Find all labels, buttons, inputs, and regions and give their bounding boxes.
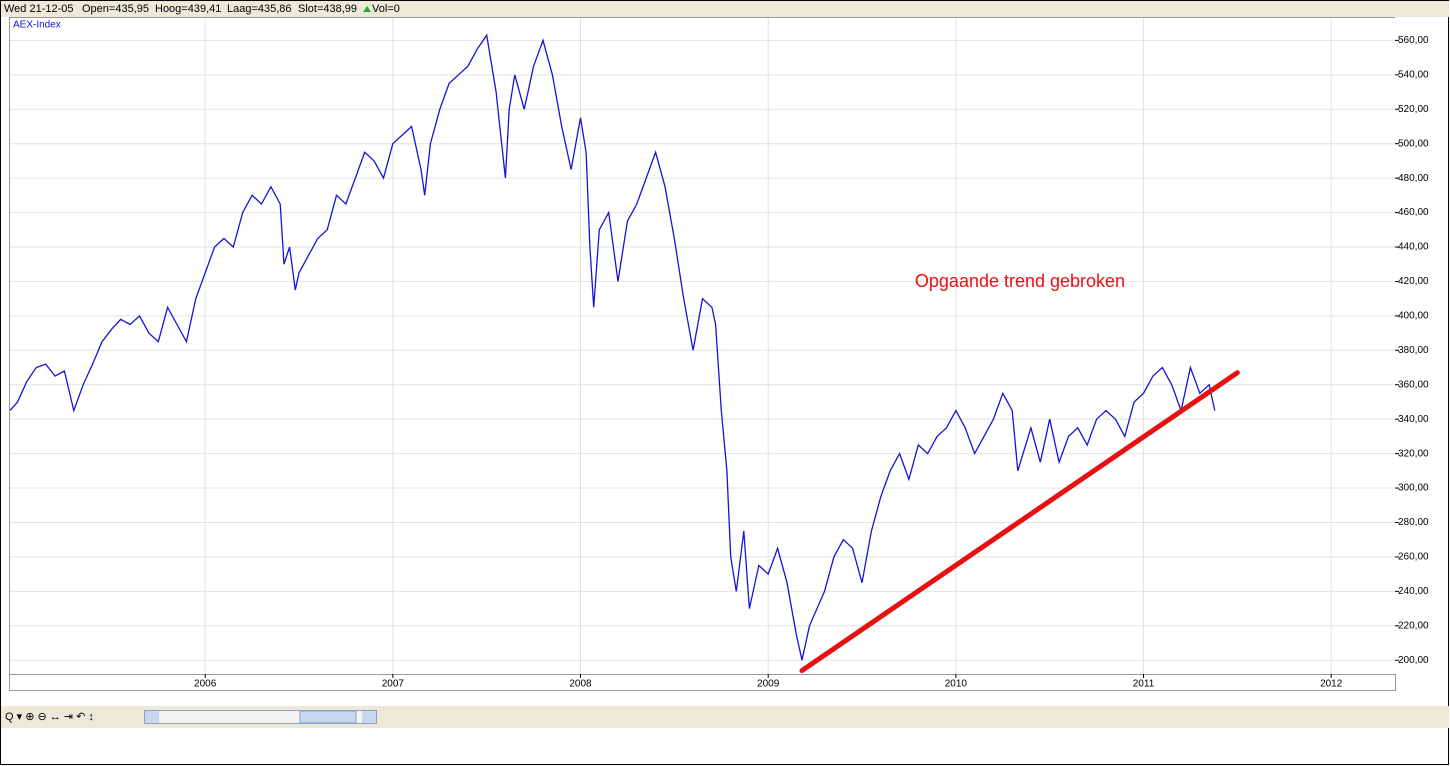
header-close: Slot=438,99	[298, 3, 357, 15]
header-low: Laag=435,86	[227, 3, 292, 15]
header-volume: Vol=0	[372, 3, 400, 15]
y-tick-label: 380,00	[1398, 345, 1429, 356]
y-tick-label: 400,00	[1398, 311, 1429, 322]
y-tick-label: 280,00	[1398, 517, 1429, 528]
plot-area	[9, 17, 1396, 675]
y-tick-label: 520,00	[1398, 104, 1429, 115]
scroll-thumb[interactable]	[299, 710, 357, 724]
y-tick-label: 200,00	[1398, 655, 1429, 666]
up-arrow	[363, 6, 371, 12]
x-tick-label: 2008	[569, 679, 592, 690]
x-tick-label: 2011	[1133, 679, 1155, 690]
header-date: Wed 21-12-05	[4, 3, 74, 15]
legend-label: AEX-Index	[13, 20, 61, 31]
scroll-left[interactable]	[145, 711, 159, 723]
y-tick-label: 500,00	[1398, 138, 1429, 149]
annotation: Opgaande trend gebroken	[915, 271, 1125, 291]
x-tick-label: 2012	[1320, 679, 1343, 690]
y-tick-label: 360,00	[1398, 379, 1429, 390]
y-tick-label: 260,00	[1398, 552, 1429, 563]
scroll-right[interactable]	[362, 711, 376, 723]
y-tick-label: 340,00	[1398, 414, 1429, 425]
header-high: Hoog=439,41	[155, 3, 221, 15]
trend-line	[799, 370, 1240, 674]
y-tick-label: 440,00	[1398, 242, 1429, 253]
x-tick-label: 2009	[757, 679, 780, 690]
zoom-tools[interactable]: Q ▾ ⊕ ⊖ ↔ ⇥ ↶ ↕	[5, 711, 94, 723]
y-tick-label: 560,00	[1398, 35, 1429, 46]
price-line	[9, 33, 1216, 661]
y-tick-label: 220,00	[1398, 620, 1429, 631]
y-axis-area	[1395, 17, 1448, 675]
status-bar	[1, 1, 1449, 17]
y-tick-label: 240,00	[1398, 586, 1429, 597]
y-tick-label: 420,00	[1398, 276, 1429, 287]
x-tick-label: 2010	[945, 679, 968, 690]
y-tick-label: 300,00	[1398, 483, 1429, 494]
y-tick-label: 320,00	[1398, 448, 1429, 459]
time-axis	[9, 674, 1396, 691]
y-tick-label: 480,00	[1398, 173, 1429, 184]
x-tick-label: 2006	[194, 679, 217, 690]
y-tick-label: 540,00	[1398, 69, 1429, 80]
x-tick-label: 2007	[382, 679, 405, 690]
y-tick-label: 460,00	[1398, 207, 1429, 218]
header-open: Open=435,95	[82, 3, 149, 15]
